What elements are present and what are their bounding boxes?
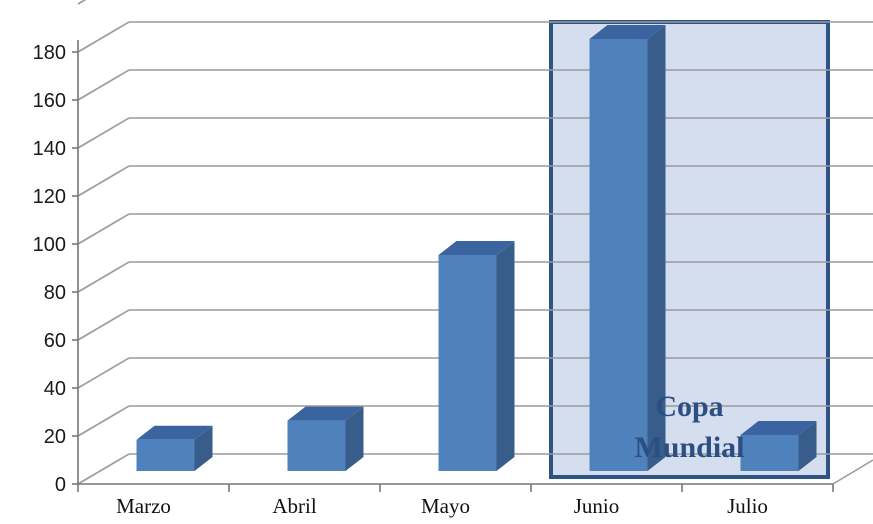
gridline-diagonal	[77, 0, 87, 5]
gridlines	[77, 0, 873, 485]
y-tick-label: 0	[55, 474, 66, 496]
bar-top	[438, 241, 515, 255]
x-tick-label: Mayo	[421, 494, 470, 518]
axes	[72, 40, 834, 492]
bar-top	[136, 425, 213, 440]
floor-edge-right	[832, 459, 873, 485]
bar-front	[136, 439, 195, 471]
y-tick-label: 120	[33, 186, 66, 208]
bar-marzo	[136, 425, 213, 471]
bar-mayo	[438, 241, 515, 471]
bar-side	[496, 241, 515, 471]
bar-junio	[589, 25, 666, 471]
gridline-diagonal	[77, 357, 130, 389]
y-tick-label: 60	[44, 330, 66, 352]
bar-abril	[287, 406, 364, 471]
y-tick-label: 180	[33, 42, 66, 64]
floor-edge-left	[77, 453, 130, 485]
bar-front	[740, 435, 799, 471]
bar-side	[345, 406, 364, 471]
y-tick-label: 80	[44, 282, 66, 304]
bars	[136, 25, 817, 471]
gridline-diagonal	[77, 309, 130, 341]
bar-side	[194, 425, 213, 471]
bar-top	[287, 406, 364, 421]
bar-side	[798, 421, 817, 471]
annotation-line-2: Mundial	[634, 431, 744, 464]
bar-top	[740, 421, 817, 435]
annotation-line-1: Copa	[655, 390, 723, 423]
x-tick-label: Julio	[727, 494, 768, 518]
gridline-diagonal	[77, 213, 130, 245]
labels: 0 20 40 60 80 100 120 140 160 180 Marzo Abril Mayo Ju…	[33, 42, 768, 518]
bar-front	[438, 255, 497, 471]
bar-front	[589, 39, 648, 471]
bar-julio	[740, 421, 817, 471]
gridline-diagonal	[77, 69, 130, 101]
gridline-diagonal	[77, 117, 130, 149]
y-tick-label: 100	[33, 234, 66, 256]
y-tick-label: 140	[33, 138, 66, 160]
y-tick-label: 160	[33, 90, 66, 112]
gridline-diagonal	[77, 405, 130, 437]
y-tick-label: 40	[44, 378, 66, 400]
x-tick-label: Marzo	[116, 494, 171, 518]
bar-front	[287, 420, 346, 471]
x-tick-label: Abril	[272, 494, 316, 518]
gridline-diagonal	[77, 261, 130, 293]
bar-top	[589, 25, 666, 39]
x-tick-label: Junio	[574, 494, 620, 518]
gridline-diagonal	[77, 21, 130, 53]
gridline-diagonal	[77, 165, 130, 197]
y-tick-label: 20	[44, 426, 66, 448]
bar-side	[647, 25, 666, 471]
